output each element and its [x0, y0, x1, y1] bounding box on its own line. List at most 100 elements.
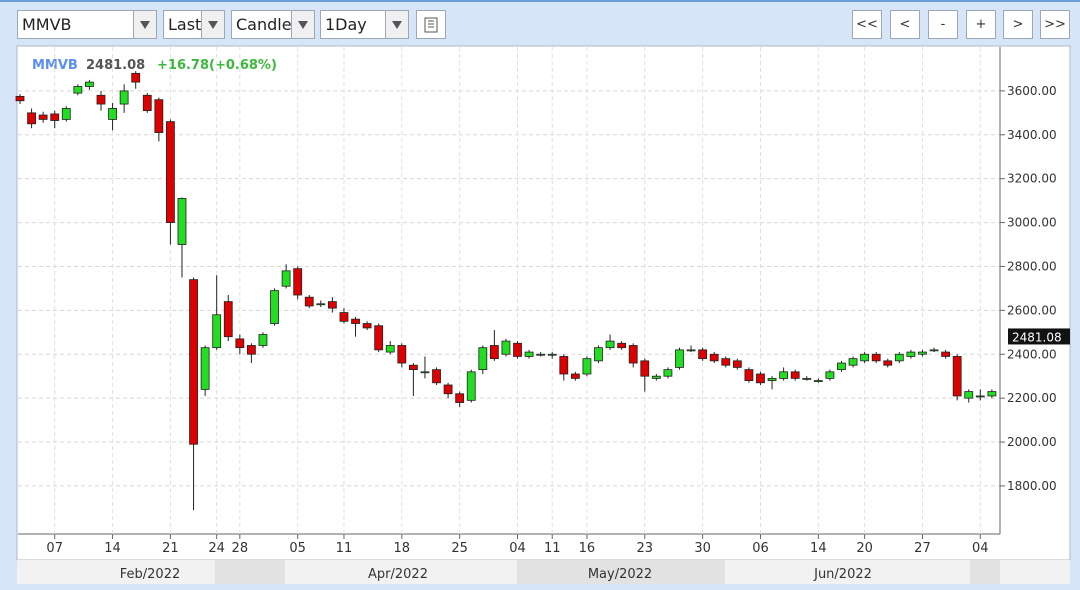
- y-tick-label: 2200.00: [1007, 391, 1057, 405]
- candle-body: [15, 95, 25, 102]
- x-tick-label: 04: [972, 541, 989, 556]
- candle-body: [721, 358, 731, 366]
- candle-body: [813, 380, 823, 382]
- y-tick-label: 3400.00: [1007, 128, 1057, 142]
- candle-body: [131, 72, 141, 83]
- nav-button[interactable]: -: [928, 10, 958, 39]
- candle-body: [848, 358, 858, 366]
- x-tick-label: 30: [694, 541, 711, 556]
- x-tick-label: 27: [914, 541, 931, 556]
- candle-body: [837, 362, 846, 371]
- candle-body: [744, 369, 754, 381]
- candle-body: [547, 353, 557, 356]
- candle-body: [675, 349, 684, 368]
- candle-body: [964, 391, 974, 399]
- interval-text: 1Day: [325, 15, 367, 34]
- candle-body: [270, 290, 279, 324]
- y-tick-label: 2000.00: [1007, 435, 1057, 449]
- x-tick-label: 04: [509, 541, 526, 556]
- candle-body: [860, 353, 870, 362]
- y-tick-label: 2600.00: [1007, 303, 1057, 317]
- settings-button[interactable]: [416, 10, 446, 39]
- candle-body: [258, 334, 268, 346]
- candle-body: [432, 369, 441, 384]
- nav-button[interactable]: +: [966, 10, 996, 39]
- candle-body: [362, 323, 372, 329]
- candle-body: [478, 347, 488, 371]
- candle-body: [327, 301, 337, 309]
- candle-body: [154, 99, 164, 133]
- y-tick-label: 3600.00: [1007, 84, 1057, 98]
- candle-body: [570, 373, 580, 379]
- candle-body: [686, 349, 696, 352]
- candle-body: [73, 86, 83, 94]
- nav-button[interactable]: >: [1003, 10, 1033, 39]
- candle-body: [906, 351, 916, 357]
- x-tick-label: 20: [856, 541, 873, 556]
- candle-body: [455, 393, 465, 403]
- candle-body: [802, 377, 812, 380]
- candle-body: [339, 312, 349, 322]
- candle-body: [698, 349, 708, 360]
- field-select[interactable]: Last: [163, 10, 225, 39]
- candle-body: [108, 108, 117, 120]
- candle-body: [894, 353, 904, 362]
- y-tick-label: 1800.00: [1007, 479, 1057, 493]
- candle-body: [952, 356, 962, 397]
- header-change: +16.78(+0.68%): [157, 58, 277, 73]
- candle-body: [825, 371, 835, 379]
- candle-body: [709, 353, 719, 362]
- candle-body: [489, 345, 499, 360]
- x-tick-label: 11: [544, 541, 561, 556]
- candle-body: [663, 369, 673, 377]
- y-tick-label: 3000.00: [1007, 216, 1057, 230]
- settings-icon: [424, 17, 438, 33]
- x-tick-label: 05: [289, 541, 306, 556]
- candle-body: [200, 347, 210, 390]
- candle-body: [975, 395, 985, 398]
- candle-body: [351, 318, 360, 324]
- interval-select[interactable]: 1Day: [320, 10, 409, 39]
- candle-body: [166, 121, 175, 223]
- month-label: Apr/2022: [368, 567, 428, 582]
- style-select[interactable]: Candle: [231, 10, 315, 39]
- x-tick-label: 18: [394, 541, 411, 556]
- nav-button[interactable]: <: [890, 10, 920, 39]
- candle-body: [142, 94, 152, 112]
- x-tick-label: 06: [752, 541, 769, 556]
- y-tick-label: 3200.00: [1007, 172, 1057, 186]
- header-symbol: MMVB: [32, 58, 78, 73]
- month-band: [970, 560, 1000, 584]
- candle-body: [443, 384, 453, 395]
- candle-body: [501, 340, 511, 355]
- candle-body: [767, 377, 777, 381]
- candle-body: [177, 198, 187, 245]
- candle-body: [96, 94, 106, 105]
- candle-body: [941, 351, 950, 357]
- x-tick-label: 24: [208, 541, 225, 556]
- candle-body: [235, 338, 245, 349]
- candle-body: [50, 113, 60, 121]
- month-label: Feb/2022: [120, 567, 180, 582]
- x-tick-label: 21: [162, 541, 179, 556]
- candle-body: [61, 108, 71, 120]
- candle-body: [582, 358, 592, 375]
- candle-body: [189, 279, 198, 445]
- symbol-select[interactable]: MMVB: [17, 10, 157, 39]
- last-price-tag: [1008, 328, 1070, 345]
- month-label: May/2022: [588, 567, 652, 582]
- candle-body: [374, 325, 384, 351]
- y-tick-label: 2800.00: [1007, 259, 1057, 273]
- candle-body: [524, 351, 534, 357]
- x-tick-label: 14: [810, 541, 827, 556]
- nav-button[interactable]: >>: [1040, 10, 1070, 39]
- x-tick-label: 25: [451, 541, 468, 556]
- candle-body: [756, 373, 765, 384]
- candle-body: [304, 296, 314, 307]
- candle-body: [316, 303, 326, 306]
- candle-body: [883, 360, 893, 366]
- nav-button[interactable]: <<: [852, 10, 882, 39]
- x-tick-label: 23: [637, 541, 654, 556]
